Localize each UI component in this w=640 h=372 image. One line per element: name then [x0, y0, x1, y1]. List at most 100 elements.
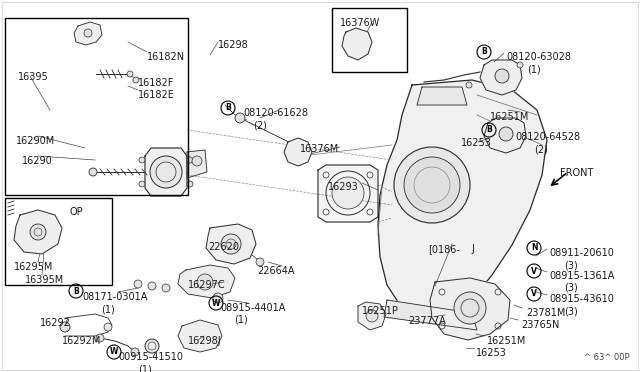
Text: 08120-61628: 08120-61628 [243, 108, 308, 118]
Text: W: W [110, 347, 118, 356]
Circle shape [30, 224, 46, 240]
Polygon shape [484, 118, 526, 153]
Text: 16297C: 16297C [188, 280, 226, 290]
Text: (1): (1) [101, 304, 115, 314]
Text: 08911-20610: 08911-20610 [549, 248, 614, 258]
Polygon shape [178, 265, 235, 298]
Text: 16182N: 16182N [147, 52, 185, 62]
Bar [5, 18, 188, 195]
Circle shape [127, 71, 133, 77]
Text: FRONT: FRONT [560, 168, 593, 178]
Circle shape [197, 274, 213, 290]
Text: B: B [486, 125, 492, 135]
Text: 16182E: 16182E [138, 90, 175, 100]
Text: 08915-4401A: 08915-4401A [220, 303, 285, 313]
Polygon shape [318, 165, 378, 222]
Polygon shape [358, 302, 386, 330]
Circle shape [145, 339, 159, 353]
Text: V: V [531, 266, 537, 276]
Text: (1): (1) [234, 315, 248, 325]
Circle shape [84, 29, 92, 37]
Polygon shape [206, 224, 256, 264]
Polygon shape [187, 150, 207, 178]
Text: 16292: 16292 [40, 318, 71, 328]
Circle shape [366, 310, 378, 322]
Text: 16292M: 16292M [62, 336, 101, 346]
Text: 16298: 16298 [218, 40, 249, 50]
Text: 08171-0301A: 08171-0301A [82, 292, 147, 302]
Text: 16251M: 16251M [490, 112, 529, 122]
Text: J: J [471, 244, 474, 254]
Text: 16290: 16290 [22, 156, 52, 166]
Text: ^ 63^ 00P: ^ 63^ 00P [584, 353, 630, 362]
Text: B: B [481, 48, 487, 57]
Text: 08915-1361A: 08915-1361A [549, 271, 614, 281]
Polygon shape [417, 87, 467, 105]
Text: 16376W: 16376W [340, 18, 380, 28]
Text: (3): (3) [564, 260, 578, 270]
Polygon shape [145, 148, 187, 196]
Text: 16395M: 16395M [25, 275, 64, 285]
Text: 16290M: 16290M [16, 136, 55, 146]
Polygon shape [74, 22, 102, 45]
Circle shape [192, 156, 202, 166]
Text: 16182F: 16182F [138, 78, 174, 88]
Text: B: B [225, 103, 231, 112]
Text: (1): (1) [527, 64, 541, 74]
Circle shape [221, 234, 241, 254]
Circle shape [133, 77, 139, 83]
Text: 23777A: 23777A [408, 316, 445, 326]
Polygon shape [342, 28, 372, 60]
Polygon shape [284, 138, 312, 166]
Text: 00915-41510: 00915-41510 [118, 352, 183, 362]
Text: 22620: 22620 [208, 242, 239, 252]
Circle shape [235, 113, 245, 123]
Text: 22664A: 22664A [257, 266, 294, 276]
Circle shape [150, 156, 182, 188]
Text: 16293: 16293 [328, 182, 359, 192]
Polygon shape [480, 60, 522, 95]
Circle shape [104, 323, 112, 331]
Circle shape [96, 334, 104, 342]
Circle shape [213, 293, 223, 303]
Text: 16253: 16253 [461, 138, 492, 148]
Circle shape [187, 157, 193, 163]
Text: 16251P: 16251P [362, 306, 399, 316]
Circle shape [499, 127, 513, 141]
Text: 23765N: 23765N [521, 320, 559, 330]
Circle shape [60, 322, 70, 332]
Text: (3): (3) [564, 306, 578, 316]
Text: 16253: 16253 [476, 348, 507, 358]
Circle shape [89, 168, 97, 176]
Text: (1): (1) [138, 364, 152, 372]
Circle shape [404, 157, 460, 213]
Circle shape [134, 280, 142, 288]
Polygon shape [178, 320, 222, 352]
Polygon shape [384, 300, 477, 330]
Text: 16298J: 16298J [188, 336, 221, 346]
Text: OP: OP [70, 207, 84, 217]
Text: 08915-43610: 08915-43610 [549, 294, 614, 304]
Text: N: N [531, 244, 537, 253]
Polygon shape [14, 210, 62, 254]
Text: W: W [212, 298, 220, 308]
Circle shape [162, 284, 170, 292]
Circle shape [139, 181, 145, 187]
Text: (3): (3) [564, 283, 578, 293]
Text: 08120-63028: 08120-63028 [506, 52, 571, 62]
Circle shape [517, 62, 523, 68]
Polygon shape [430, 278, 510, 340]
Circle shape [187, 181, 193, 187]
Text: 16395: 16395 [18, 72, 49, 82]
Circle shape [466, 82, 472, 88]
Circle shape [148, 282, 156, 290]
Bar [332, 8, 407, 72]
Text: (2): (2) [253, 120, 267, 130]
Text: 08120-64528: 08120-64528 [515, 132, 580, 142]
Polygon shape [378, 80, 547, 317]
Text: [0186-: [0186- [428, 244, 460, 254]
Text: 16295M: 16295M [14, 262, 53, 272]
Circle shape [332, 177, 364, 209]
Circle shape [139, 157, 145, 163]
Circle shape [495, 69, 509, 83]
